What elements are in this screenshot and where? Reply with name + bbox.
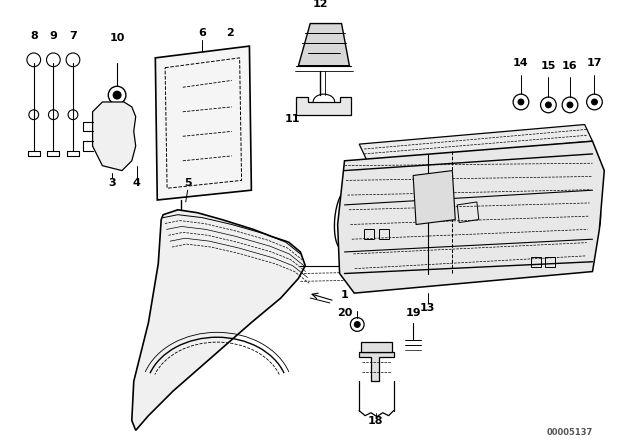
Text: 19: 19 [405,308,421,318]
Polygon shape [359,352,394,381]
Text: 10: 10 [109,33,125,43]
Circle shape [355,322,360,327]
Text: 00005137: 00005137 [547,428,593,437]
Circle shape [518,99,524,105]
Text: 12: 12 [312,0,328,9]
Polygon shape [338,141,604,293]
Polygon shape [298,24,349,66]
Text: 8: 8 [30,31,38,41]
Polygon shape [156,46,252,200]
Polygon shape [93,102,136,171]
Text: 3: 3 [108,178,116,188]
Text: 18: 18 [368,416,383,426]
Circle shape [591,99,597,105]
Text: 1: 1 [340,290,348,300]
Text: 9: 9 [49,31,58,41]
Text: 7: 7 [69,31,77,41]
Polygon shape [132,210,305,431]
Text: 20: 20 [337,308,352,318]
Text: 5: 5 [184,178,191,188]
Text: 17: 17 [587,58,602,68]
Circle shape [545,102,551,108]
Text: 14: 14 [513,58,529,68]
Text: 16: 16 [562,61,578,71]
Text: 6: 6 [198,28,206,39]
Circle shape [113,91,121,99]
Text: 11: 11 [285,114,300,124]
Circle shape [567,102,573,108]
Text: 13: 13 [420,303,435,313]
Text: 15: 15 [541,61,556,71]
Text: 2: 2 [226,28,234,39]
Polygon shape [413,171,455,224]
Polygon shape [359,125,593,161]
Text: 4: 4 [132,178,141,188]
Polygon shape [361,342,392,352]
Polygon shape [296,97,351,115]
